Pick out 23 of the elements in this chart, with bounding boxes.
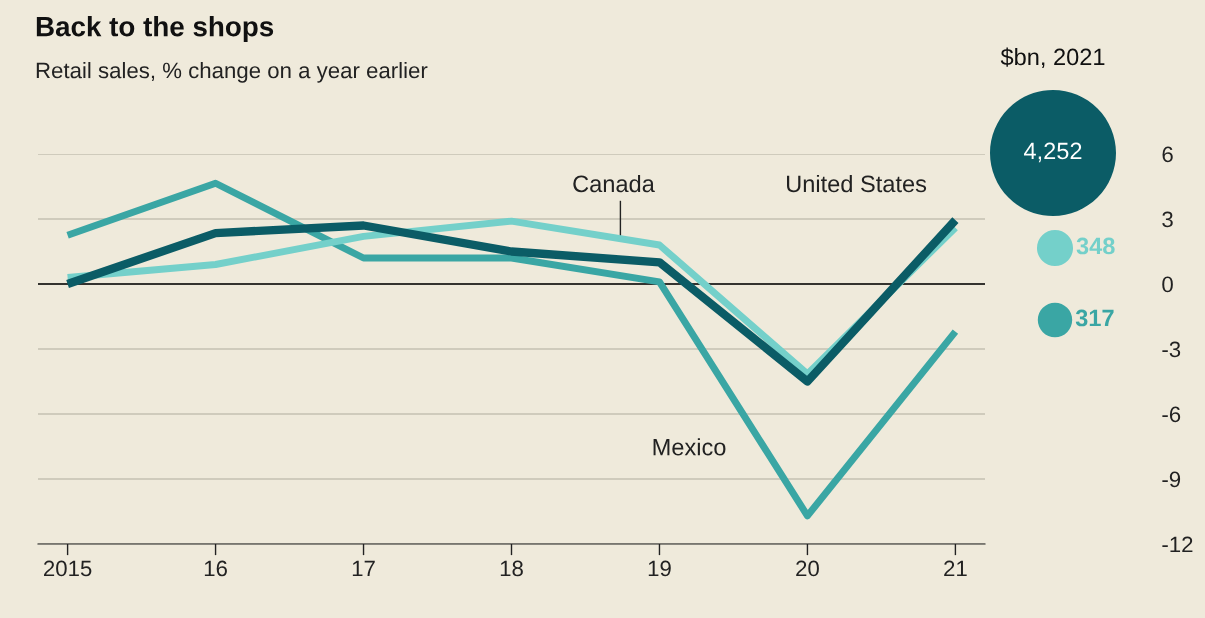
data-label: 4,252	[1024, 142, 1082, 163]
x-tick-label: 2015	[44, 560, 92, 577]
chart-subtitle: Retail sales, % change on a year earlier	[36, 62, 428, 83]
x-tick-label: 18	[500, 560, 523, 577]
y-tick-label: -3	[1162, 341, 1181, 358]
series-label: Canada	[573, 174, 655, 193]
y-tick-label: -12	[1162, 536, 1193, 553]
x-tick-label: 20	[796, 560, 819, 577]
text: $bn, 2021	[1000, 47, 1105, 69]
chart-title: Back to the shops	[36, 16, 274, 42]
x-tick-label: 21	[944, 560, 967, 577]
y-tick-label: 0	[1162, 276, 1173, 293]
y-tick-label: -6	[1162, 406, 1181, 423]
y-tick-label: 6	[1162, 146, 1173, 163]
y-tick-label: -9	[1162, 471, 1181, 488]
series-label: United States	[787, 174, 927, 193]
y-tick-label: 3	[1162, 211, 1173, 228]
x-tick-label: 16	[204, 560, 227, 577]
x-tick-label: 17	[352, 560, 375, 577]
data-label: 317	[1075, 309, 1114, 327]
series-label: Mexico	[653, 438, 726, 456]
x-tick-label: 19	[648, 560, 671, 577]
data-label: 348	[1076, 237, 1115, 255]
